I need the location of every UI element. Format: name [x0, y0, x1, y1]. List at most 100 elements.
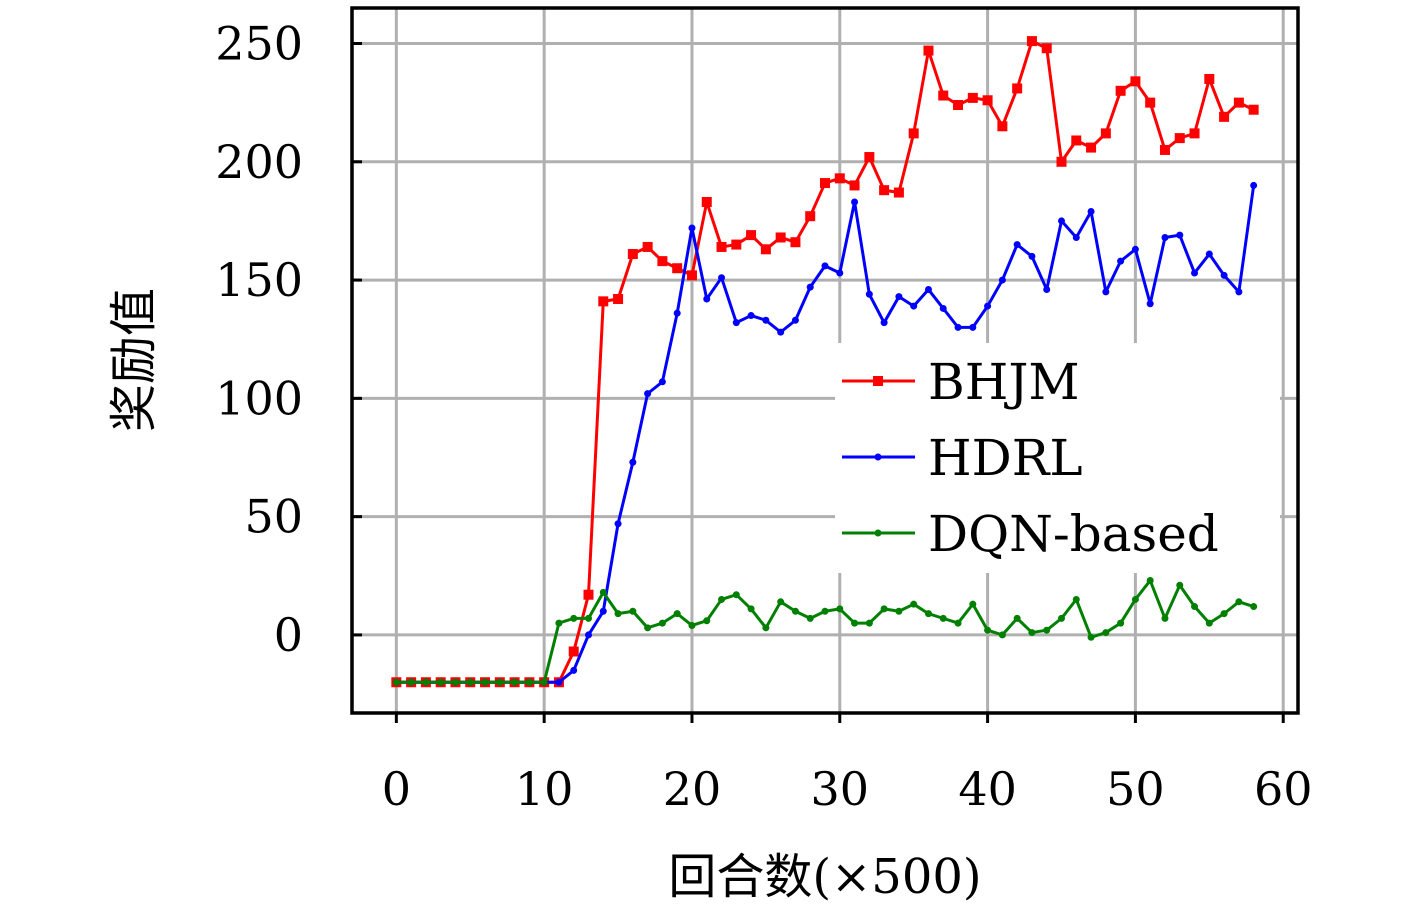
data-point	[1058, 217, 1065, 225]
legend-marker	[873, 376, 883, 386]
y-tick-label: 150	[215, 253, 303, 307]
data-point	[481, 678, 489, 686]
data-point	[1087, 633, 1095, 641]
x-tick-label: 40	[958, 762, 1017, 816]
data-point	[1146, 300, 1154, 308]
data-point	[614, 520, 622, 528]
data-point	[718, 274, 726, 282]
data-point	[790, 237, 801, 248]
data-point	[851, 619, 859, 627]
y-axis-label: 奖励值	[106, 288, 162, 432]
data-point	[1117, 257, 1125, 265]
data-point	[1219, 111, 1230, 122]
data-point	[1191, 269, 1199, 277]
data-point	[1146, 577, 1154, 585]
data-point	[895, 293, 903, 301]
data-point	[806, 283, 814, 291]
data-point	[791, 316, 799, 324]
x-tick-label: 20	[663, 762, 722, 816]
data-point	[599, 607, 607, 615]
data-point	[849, 180, 860, 191]
data-point	[1235, 288, 1243, 296]
data-point	[777, 328, 785, 336]
data-point	[1233, 97, 1244, 108]
data-point	[1013, 614, 1021, 622]
data-point	[910, 302, 918, 310]
data-point	[969, 323, 977, 331]
data-point	[834, 173, 845, 184]
data-point	[688, 224, 696, 232]
data-point	[998, 276, 1006, 284]
data-point	[821, 262, 829, 270]
data-point	[540, 678, 548, 686]
series-DQN-based	[392, 577, 1258, 686]
data-point	[1159, 144, 1170, 155]
data-point	[954, 619, 962, 627]
data-point	[703, 295, 711, 303]
legend-label: DQN-based	[928, 505, 1219, 563]
data-point	[732, 591, 740, 599]
data-point	[923, 45, 934, 56]
data-point	[746, 230, 757, 241]
data-point	[791, 607, 799, 615]
data-point	[895, 607, 903, 615]
data-point	[1250, 181, 1258, 189]
data-point	[953, 99, 964, 110]
data-point	[686, 270, 697, 281]
data-point	[642, 241, 653, 252]
data-point	[1117, 619, 1125, 627]
x-tick-label: 10	[515, 762, 574, 816]
legend-item-HDRL: HDRL	[842, 429, 1083, 487]
data-point	[939, 614, 947, 622]
data-point	[731, 239, 742, 250]
data-point	[1026, 36, 1037, 47]
data-point	[392, 678, 400, 686]
data-point	[1176, 581, 1184, 589]
data-point	[1220, 610, 1228, 618]
data-point	[747, 312, 755, 320]
x-tick-label: 30	[811, 762, 870, 816]
data-point	[1043, 626, 1051, 634]
data-point	[969, 600, 977, 608]
data-point	[982, 95, 993, 106]
series-layer	[391, 36, 1259, 688]
legend-label: HDRL	[928, 429, 1083, 487]
data-point	[718, 595, 726, 603]
legend-item-BHJM: BHJM	[842, 353, 1080, 411]
data-point	[1041, 43, 1052, 54]
data-point	[568, 646, 579, 657]
legend-label: BHJM	[928, 353, 1080, 411]
data-point	[658, 378, 666, 386]
data-point	[775, 232, 786, 243]
data-point	[1161, 614, 1169, 622]
data-point	[732, 319, 740, 327]
data-point	[644, 624, 652, 632]
data-point	[1086, 142, 1097, 153]
data-point	[938, 90, 949, 101]
data-point	[555, 678, 563, 686]
data-point	[525, 678, 533, 686]
data-point	[658, 619, 666, 627]
data-point	[806, 614, 814, 622]
data-point	[924, 610, 932, 618]
data-point	[629, 458, 637, 466]
data-point	[747, 605, 755, 613]
data-point	[924, 286, 932, 294]
data-point	[644, 390, 652, 398]
data-point	[599, 588, 607, 596]
data-point	[1248, 104, 1259, 115]
data-point	[1102, 629, 1110, 637]
y-tick-label: 100	[215, 371, 303, 425]
legend-marker	[874, 453, 882, 461]
data-point	[880, 605, 888, 613]
data-point	[865, 290, 873, 298]
data-point	[1072, 595, 1080, 603]
data-point	[1131, 245, 1139, 253]
y-tick-label: 200	[215, 135, 303, 189]
data-point	[1087, 207, 1095, 215]
data-point	[511, 678, 519, 686]
data-point	[703, 617, 711, 625]
data-point	[1102, 288, 1110, 296]
data-point	[1012, 83, 1023, 94]
